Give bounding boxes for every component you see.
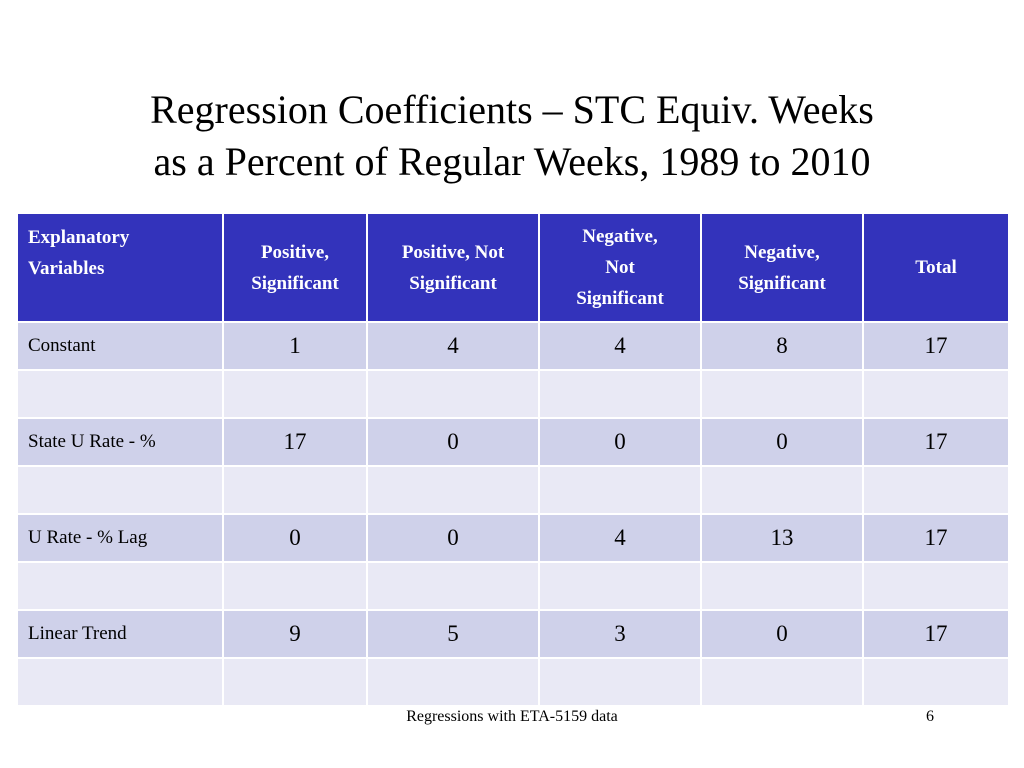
slide-title-line-2: as a Percent of Regular Weeks, 1989 to 2… (153, 139, 871, 184)
row-label: State U Rate - % (16, 417, 224, 467)
table-row-blank (16, 561, 1010, 611)
table-cell: 0 (222, 513, 368, 563)
table-row: U Rate - % Lag 0 0 4 13 17 (16, 513, 1010, 563)
table-cell: 13 (700, 513, 864, 563)
table-cell (862, 657, 1010, 707)
table-row-blank (16, 369, 1010, 419)
slide-title-line-1: Regression Coefficients – STC Equiv. Wee… (150, 87, 874, 132)
coefficients-table: Explanatory Variables Positive, Signific… (16, 212, 1010, 707)
table-cell: 17 (862, 609, 1010, 659)
table-cell (862, 369, 1010, 419)
header-positive-not-significant: Positive, Not Significant (366, 212, 540, 323)
header-row: Explanatory Variables Positive, Signific… (16, 212, 1010, 323)
table-cell: 0 (366, 513, 540, 563)
table-cell (222, 657, 368, 707)
table-cell (366, 561, 540, 611)
table-body: Constant 1 4 4 8 17 State U Rate - % 17 … (16, 321, 1010, 707)
table-cell: 8 (700, 321, 864, 371)
row-label: Constant (16, 321, 224, 371)
row-label (16, 657, 224, 707)
table-cell (366, 369, 540, 419)
table-cell (538, 561, 702, 611)
table-cell: 4 (366, 321, 540, 371)
header-positive-significant: Positive, Significant (222, 212, 368, 323)
table-row: State U Rate - % 17 0 0 0 17 (16, 417, 1010, 467)
table-row-blank (16, 657, 1010, 707)
table-cell: 17 (862, 513, 1010, 563)
header-total: Total (862, 212, 1010, 323)
table-cell: 17 (862, 417, 1010, 467)
slide-title: Regression Coefficients – STC Equiv. Wee… (0, 84, 1024, 188)
table-cell (700, 369, 864, 419)
table-cell: 3 (538, 609, 702, 659)
table-cell: 0 (538, 417, 702, 467)
table-cell (222, 369, 368, 419)
table-cell (222, 465, 368, 515)
table-cell: 0 (700, 417, 864, 467)
header-negative-not-significant: Negative, Not Significant (538, 212, 702, 323)
table-cell: 4 (538, 513, 702, 563)
table-header: Explanatory Variables Positive, Signific… (16, 212, 1010, 323)
header-explanatory-variables: Explanatory Variables (16, 212, 224, 323)
table-cell: 17 (222, 417, 368, 467)
table-row: Linear Trend 9 5 3 0 17 (16, 609, 1010, 659)
table-cell: 9 (222, 609, 368, 659)
row-label (16, 561, 224, 611)
header-negative-significant: Negative, Significant (700, 212, 864, 323)
row-label (16, 369, 224, 419)
table-cell (700, 465, 864, 515)
table-cell: 1 (222, 321, 368, 371)
table-cell: 4 (538, 321, 702, 371)
table-row-blank (16, 465, 1010, 515)
table-cell (700, 657, 864, 707)
table-cell: 5 (366, 609, 540, 659)
table-cell (538, 369, 702, 419)
table-cell: 17 (862, 321, 1010, 371)
table-cell (700, 561, 864, 611)
table-cell (538, 657, 702, 707)
table-cell (862, 561, 1010, 611)
table-cell (222, 561, 368, 611)
table-cell: 0 (366, 417, 540, 467)
table-cell (862, 465, 1010, 515)
table-cell: 0 (700, 609, 864, 659)
slide-number: 6 (926, 708, 934, 725)
table-row: Constant 1 4 4 8 17 (16, 321, 1010, 371)
row-label: U Rate - % Lag (16, 513, 224, 563)
table-cell (366, 465, 540, 515)
row-label: Linear Trend (16, 609, 224, 659)
row-label (16, 465, 224, 515)
table-cell (366, 657, 540, 707)
slide-footer: Regressions with ETA-5159 data (406, 708, 618, 725)
table-cell (538, 465, 702, 515)
